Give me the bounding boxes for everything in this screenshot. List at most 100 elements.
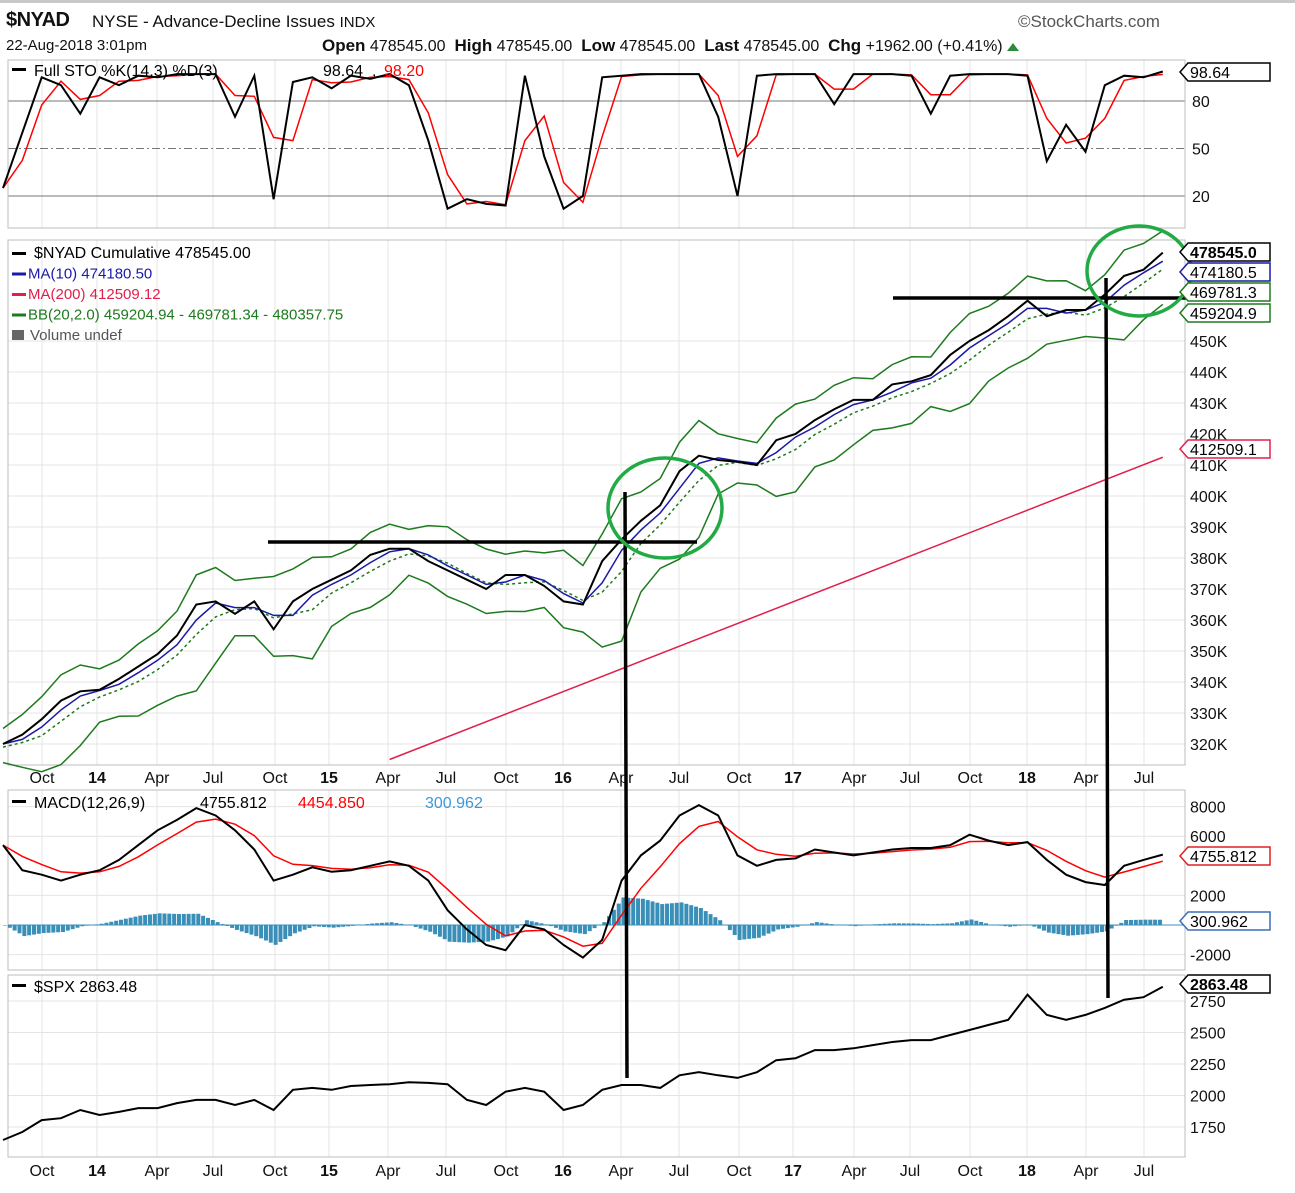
macd-histogram-bar [70,925,75,930]
macd-histogram-bar [674,902,679,925]
macd-histogram-bar [123,918,128,925]
macd-histogram-bar [926,923,931,925]
macd-histogram-bar [766,925,771,934]
macd-histogram-bar [442,925,447,940]
sto-legend: Full STO %K(14,3) %D(3) 98.64 , 98.20 [12,63,424,80]
macd-histogram-bar [51,925,56,933]
macd-histogram-bar [727,925,732,931]
value-tags: 98.64 478545.0 474180.5 469781.3 459204.9 412… [1178,62,1271,994]
x-tick-label: Jul [900,770,920,787]
macd-histogram-bar [288,925,293,937]
macd-histogram-bar [302,925,307,930]
macd-histogram-bar [1041,925,1046,931]
axes: Oct 14 Apr Jul Oct 15 Apr Jul Oct 16 Apr Jul Oct 17 Ap… [30,94,1231,1180]
macd-histogram-bar [234,925,239,930]
macd-histogram-bar [22,925,27,937]
macd-histogram-bar [631,898,636,925]
x-tick-label: Apr [842,770,868,787]
macd-histogram-bar [887,923,892,925]
ohlc-summary: Open 478545.00 High 478545.00 Low 478545… [322,36,1019,56]
macd-histogram-bar [814,922,819,925]
macd-histogram-bar [549,925,554,927]
macd-histogram-bar [587,925,592,932]
x-tick-label: 18 [1018,770,1036,787]
macd-histogram-bar [1080,925,1085,935]
macd-histogram-bar [1090,925,1095,934]
macd-histogram-bar [186,913,191,925]
macd-histogram-bar [959,921,964,925]
macd-histogram-bar [428,925,433,932]
spx-value-tag: 2863.48 [1178,974,1271,994]
legend-sep: , [372,63,376,80]
x-tick-label: Apr [842,1163,868,1180]
macd-histogram-bar [626,897,631,925]
panel-frames [7,59,1186,1158]
macd-histogram-bar [1037,925,1042,929]
macd-histogram-bar [297,925,302,932]
macd-histogram-bar [964,920,969,925]
macd-histogram-bar [1066,925,1071,936]
macd-histogram-bar [7,925,12,928]
macd-histogram-bar [157,913,162,925]
macd-histogram-bar [897,923,902,925]
macd-histogram-bar [1095,925,1100,933]
macd-histogram-bar [46,925,51,933]
x-tick-label: Apr [609,770,635,787]
macd-histogram-bar [447,925,452,942]
macd-y-tick: 8000 [1190,800,1226,817]
macd-histogram-bar [515,925,520,929]
macd-histogram-bar [210,919,215,925]
macd-histogram-bar [167,913,172,925]
main-value-tag: 412509.1 [1178,439,1271,459]
macd-histogram-bar [713,917,718,925]
macd-histogram-bar [1157,919,1162,925]
macd-histogram-bar [510,925,515,933]
macd-histogram-bar [539,923,544,925]
macd-histogram-bar [616,903,621,925]
spx-legend: $SPX 2863.48 [12,979,137,996]
main-legend-entry: MA(10) 474180.50 [28,266,152,283]
macd-histogram-bar [75,925,80,928]
legend-swatch [12,68,26,71]
bb-middle-line [2,268,1164,748]
tag-box [1178,911,1271,931]
macd-histogram-bar [1143,919,1148,925]
macd-histogram-bar [771,925,776,932]
macd-histogram-bar [529,921,534,925]
spx-line [2,985,1164,1141]
macd-histogram-bar [244,925,249,934]
macd-histogram-bar [457,925,462,943]
tag-text: 300.962 [1190,914,1248,931]
sto-y-tick: 20 [1192,189,1210,206]
x-tick-label: Oct [958,1163,983,1180]
macd-histogram-bar [437,925,442,937]
x-tick-label: 14 [88,1163,106,1180]
tag-box [1178,282,1271,302]
macd-histogram-bar [133,916,138,925]
macd-histogram-bar [143,915,148,925]
macd-histogram-bar [17,925,22,934]
low-value: 478545.00 [619,38,696,55]
macd-histogram-bar [1119,922,1124,925]
x-tick-label: Oct [958,770,983,787]
macd-histogram-bar [573,925,578,933]
macd-histogram-bar [283,925,288,940]
macd-histogram-bar [341,925,346,927]
macd-histogram-bar [1046,925,1051,933]
x-tick-label: 15 [320,770,338,787]
price-y-tick: 380K [1190,551,1228,568]
macd-histogram-bar [114,920,119,925]
macd-histogram-bar [969,919,974,925]
macd-histogram-bar [1051,925,1056,934]
macd-histogram-bar [553,925,558,928]
macd-histogram-bar [249,925,254,935]
macd-histogram-bar [413,925,418,928]
macd-histogram-bar [466,925,471,943]
spx-y-tick: 1750 [1190,1120,1226,1137]
x-tick-label: Jul [203,1163,223,1180]
main-legend: $NYAD Cumulative 478545.00 MA(10) 474180.… [12,245,343,344]
macd-histogram-bar [810,923,815,925]
price-y-tick: 330K [1190,706,1228,723]
panel-frame-spx [7,974,1186,1158]
